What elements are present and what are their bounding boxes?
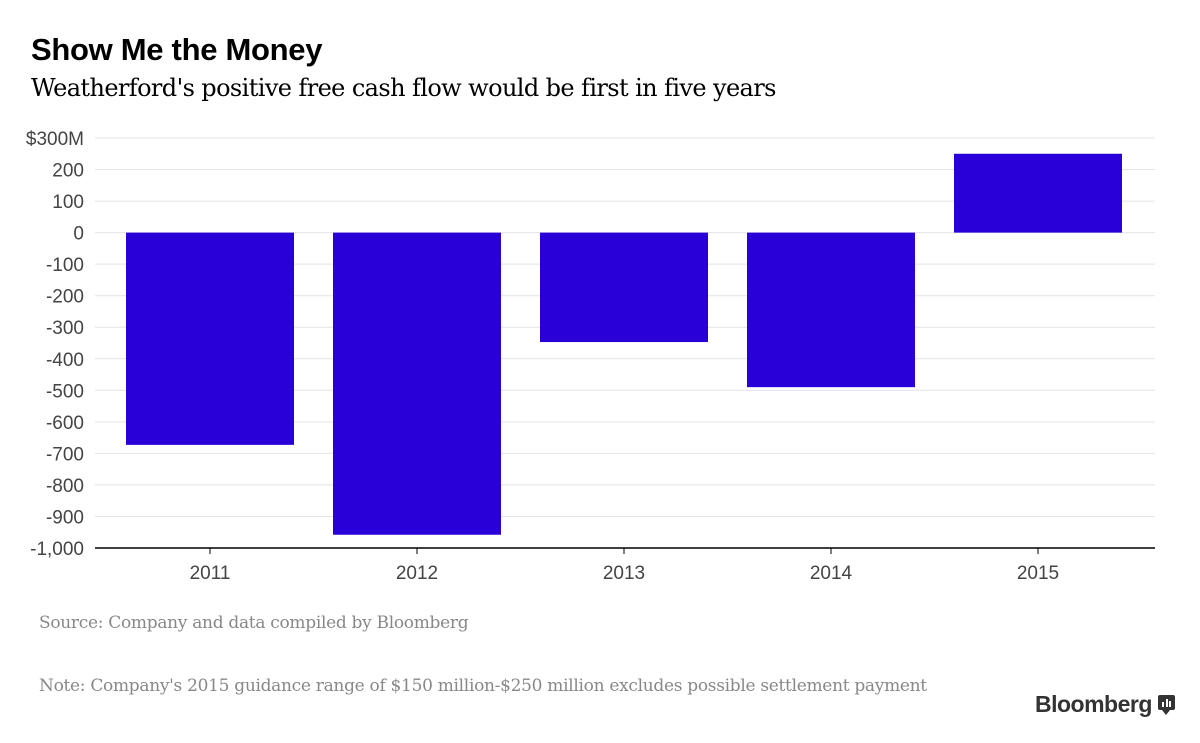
x-tick-label: 2011 [190,563,231,584]
chart-subtitle: Weatherford's positive free cash flow wo… [31,74,776,102]
y-tick-label: -700 [46,444,84,465]
y-tick-label: 100 [52,192,84,213]
y-tick-label: -900 [46,507,84,528]
bar-2014 [747,232,915,388]
x-tick-label: 2014 [810,563,853,584]
y-tick-label: -100 [46,255,84,276]
bar-2013 [540,232,708,343]
bar-2015 [954,153,1122,233]
y-tick-label: -1,000 [30,539,84,560]
x-tick-label: 2015 [1017,563,1059,584]
y-tick-label: 200 [52,161,84,182]
y-tick-label: -400 [46,350,84,371]
source-note: Source: Company and data compiled by Blo… [39,613,469,633]
y-tick-label: $300M [26,129,84,150]
chart-title: Show Me the Money [31,32,323,67]
footnote: Note: Company's 2015 guidance range of $… [39,676,927,696]
y-tick-label: -200 [46,287,84,308]
x-tick-label: 2013 [603,563,645,584]
bloomberg-chart-icon [1158,695,1175,715]
y-tick-label: -800 [46,476,84,497]
y-tick-label: -500 [46,381,84,402]
y-tick-label: -600 [46,413,84,434]
y-tick-label: 0 [73,224,84,245]
bar-2012 [333,232,501,535]
bloomberg-logo: Bloomberg [1035,691,1152,717]
y-tick-label: -300 [46,318,84,339]
x-tick-label: 2012 [396,563,438,584]
bar-2011 [126,232,294,445]
